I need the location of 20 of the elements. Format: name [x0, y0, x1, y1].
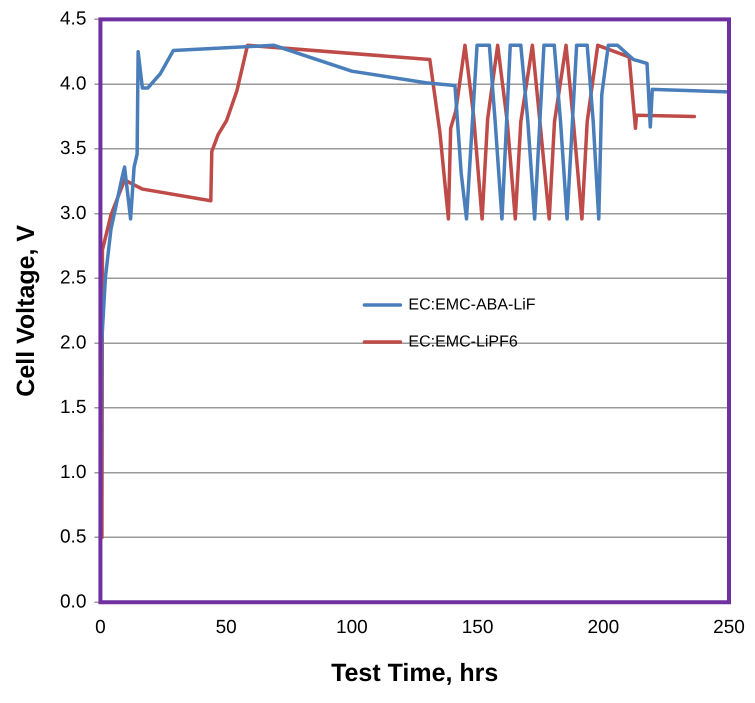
x-tick-label: 250 [713, 616, 745, 638]
y-axis-title: Cell Voltage, V [12, 224, 40, 397]
legend-label: EC:EMC-LiPF6 [408, 333, 518, 350]
x-tick-label: 150 [462, 616, 494, 638]
y-tick-label: 4.5 [60, 8, 86, 30]
y-tick-label: 3.0 [60, 202, 86, 224]
y-tick-label: 1.0 [60, 462, 86, 483]
x-tick-label: 200 [587, 616, 620, 638]
y-tick-label: 0.0 [60, 591, 86, 612]
x-tick-label: 100 [336, 616, 368, 638]
y-tick-label: 0.5 [60, 526, 86, 548]
y-tick-label: 1.5 [60, 397, 86, 418]
y-tick-label: 2.0 [60, 332, 86, 354]
y-tick-label: 2.5 [60, 268, 86, 289]
x-tick-label: 0 [95, 616, 106, 638]
y-tick-label: 3.5 [60, 138, 86, 160]
legend-label: EC:EMC-ABA-LiF [408, 296, 536, 314]
x-tick-label: 50 [216, 616, 237, 638]
y-tick-label: 4.0 [60, 73, 86, 94]
x-axis-title: Test Time, hrs [331, 658, 498, 687]
